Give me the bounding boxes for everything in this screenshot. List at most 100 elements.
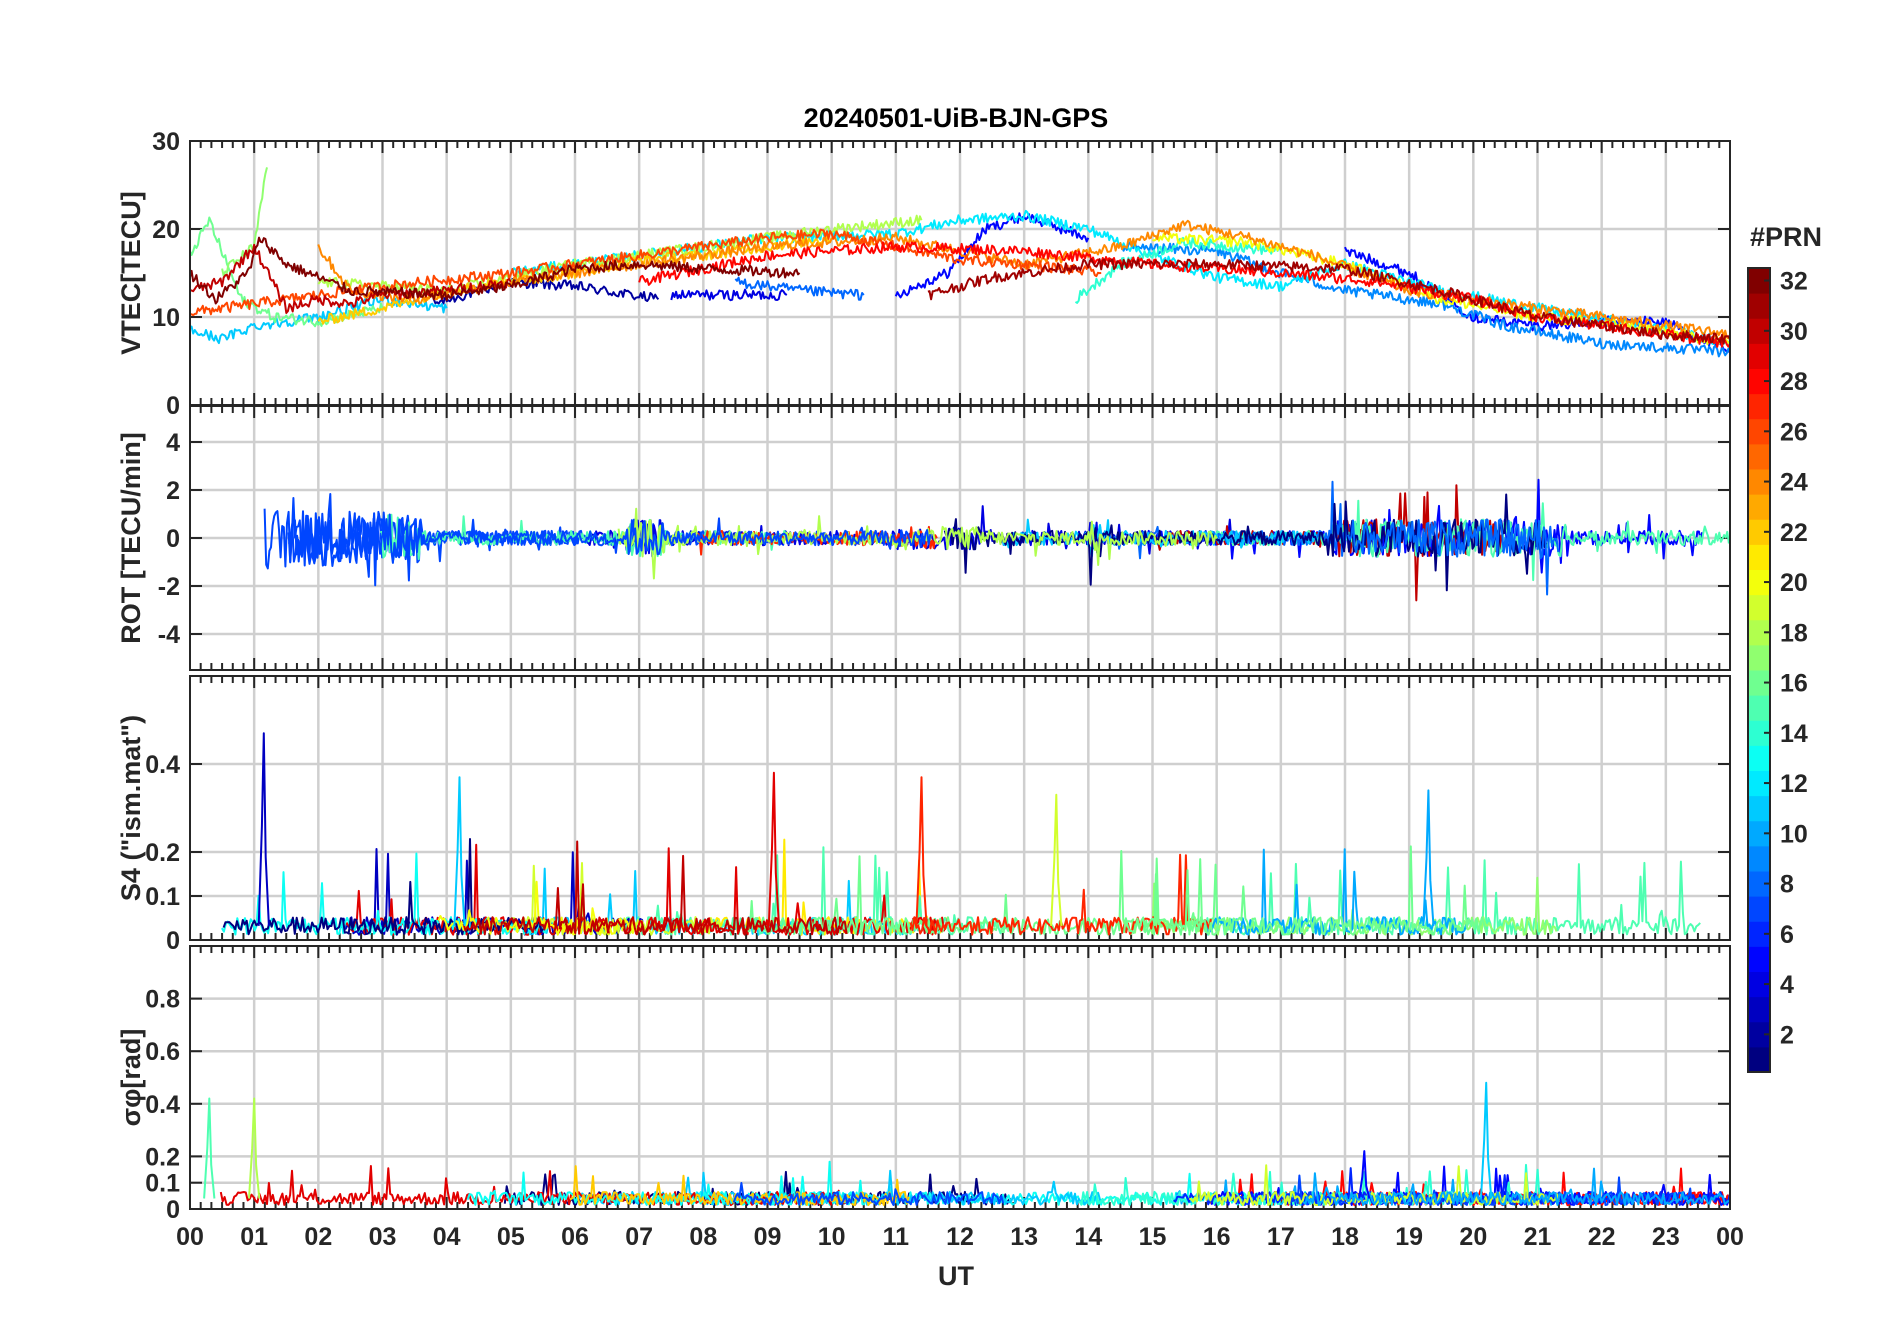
s4-peak-prn-19: [1050, 793, 1063, 926]
y-tick-label: -2: [158, 573, 180, 601]
x-tick-label: 05: [497, 1223, 525, 1251]
colorbar-segment: [1748, 871, 1770, 897]
colorbar-label: #PRN: [1750, 222, 1822, 252]
sigma_phi-peak-prn-15: [203, 1097, 216, 1199]
y-tick-label: 0.6: [145, 1038, 180, 1066]
s4-peak-prn-3: [257, 732, 270, 926]
s4-peak-prn-11: [453, 776, 466, 926]
colorbar-segment: [1748, 368, 1770, 395]
colorbar-segment: [1748, 896, 1770, 922]
panel-frame: [189, 945, 1731, 1210]
rot-series-prn-8: [1097, 480, 1350, 560]
panel-frame: [189, 405, 1731, 671]
colorbar-tick-label: 22: [1780, 519, 1808, 547]
colorbar-segment: [1748, 670, 1770, 696]
colorbar-segment: [1748, 845, 1770, 872]
rot-series-prn-7: [263, 493, 932, 587]
y-tick-label: 0.4: [145, 1091, 180, 1119]
x-tick-label: 12: [946, 1223, 974, 1251]
s4-series-prn-17: [1122, 876, 1558, 936]
x-tick-label: 14: [1074, 1223, 1102, 1251]
y-tick-label: 20: [152, 216, 180, 244]
panel-sigma_phi: 00.10.2 0.4 0.6 0.8 σφ[rad]: [116, 945, 1731, 1224]
y-tick-label: 4: [166, 429, 180, 457]
vtec-series-prn-30: [190, 243, 512, 314]
vtec-series-prn-5: [1344, 246, 1730, 354]
x-tick-label: 20: [1459, 1223, 1487, 1251]
x-tick-label: 08: [689, 1223, 717, 1251]
y-axis-label-vtec: VTEC[TECU]: [116, 191, 146, 355]
sigma_phi-peak-prn-11: [1480, 1081, 1493, 1199]
vtec-series-prn-26: [190, 228, 1102, 317]
sigma_phi-peak-prn-5: [1358, 1150, 1371, 1199]
s4-peak-prn-10: [1422, 789, 1435, 926]
traces-vtec: [190, 167, 1730, 358]
colorbar-segment: [1748, 971, 1770, 998]
vtec-series-prn-9: [1119, 241, 1730, 358]
sigma_phi-peak-prn-18: [248, 1097, 261, 1199]
panel-vtec: 0 10 20 30 VTEC[TECU]: [116, 128, 1731, 420]
colorbar-segment: [1748, 594, 1770, 621]
y-tick-label: 0.4: [145, 751, 180, 779]
colorbar-tick-label: 6: [1780, 921, 1794, 949]
traces-sigma_phi: [203, 1081, 1730, 1207]
colorbar-segment: [1748, 1046, 1770, 1073]
x-tick-labels: 00 01 02 03 04 05 06 07 08 09 10 11 12 13 14 15 16 17 18 19…: [176, 1223, 1744, 1251]
x-tick-label: 22: [1588, 1223, 1616, 1251]
colorbar-tick-label: 24: [1780, 469, 1808, 497]
traces-s4: [221, 732, 1701, 936]
colorbar-segment: [1748, 418, 1770, 445]
colorbar-frame: [1747, 267, 1771, 1073]
y-tick-label: 0: [166, 525, 180, 553]
y-axis-label-sigma_phi: σφ[rad]: [116, 1029, 146, 1127]
colorbar-segment: [1748, 544, 1770, 570]
colorbar-tick-label: 28: [1780, 368, 1808, 396]
chart-title: 20240501-UiB-BJN-GPS: [804, 103, 1109, 133]
colorbar-segment: [1748, 795, 1770, 822]
vtec-series-prn-22: [317, 235, 833, 325]
y-tick-label: 0.2: [145, 839, 180, 867]
y-tick-label: 10: [152, 304, 180, 332]
vtec-series-prn-28: [638, 241, 1730, 348]
y-tick-label: 0.2: [145, 1143, 180, 1171]
y-tick-label: 0: [166, 392, 180, 420]
x-tick-label: 19: [1395, 1223, 1423, 1251]
colorbar-segment: [1748, 644, 1770, 671]
s4-series-prn-30: [462, 840, 848, 936]
s4-peak-prn-27: [915, 776, 928, 926]
x-tick-label: 10: [818, 1223, 846, 1251]
s4-peak-prn-29: [767, 771, 780, 926]
y-axis-label-s4: S4 ("ism.mat"): [116, 715, 146, 901]
panel-rot: -4 -2 0 2 4 ROT [TECU/min]: [116, 405, 1731, 671]
x-tick-label: 11: [883, 1223, 910, 1251]
colorbar-segment: [1748, 268, 1770, 294]
y-axis-label-rot: ROT [TECU/min]: [116, 432, 146, 643]
sigma_phi-series-prn-29: [219, 1165, 847, 1207]
x-tick-label: 13: [1010, 1223, 1038, 1251]
colorbar-tick-label: 18: [1780, 619, 1808, 647]
colorbar-tick-label: 32: [1780, 268, 1808, 296]
colorbar-segment: [1748, 996, 1770, 1023]
colorbar-tick-label: 10: [1780, 820, 1808, 848]
colorbar-tick-label: 4: [1780, 971, 1794, 999]
colorbar-tick-label: 12: [1780, 770, 1808, 798]
x-tick-label: 09: [754, 1223, 782, 1251]
x-tick-label: 21: [1524, 1223, 1552, 1251]
colorbar-segment: [1748, 619, 1770, 646]
colorbar-tick-label: 26: [1780, 418, 1808, 446]
colorbar-segment: [1748, 946, 1770, 972]
x-tick-label: 06: [561, 1223, 589, 1251]
colorbar-segment: [1748, 343, 1770, 369]
y-tick-label: -4: [158, 621, 180, 649]
x-tick-label: 15: [1139, 1223, 1167, 1251]
y-tick-label: 0: [166, 1196, 180, 1224]
vtec-series-prn-5: [894, 212, 1090, 299]
colorbar-segment: [1748, 393, 1770, 420]
colorbar-tick-label: 20: [1780, 569, 1808, 597]
y-tick-label: 0.8: [145, 986, 180, 1014]
x-tick-label: 17: [1267, 1223, 1295, 1251]
colorbar-tick-label: 2: [1780, 1021, 1794, 1049]
colorbar-tick-label: 14: [1780, 720, 1808, 748]
